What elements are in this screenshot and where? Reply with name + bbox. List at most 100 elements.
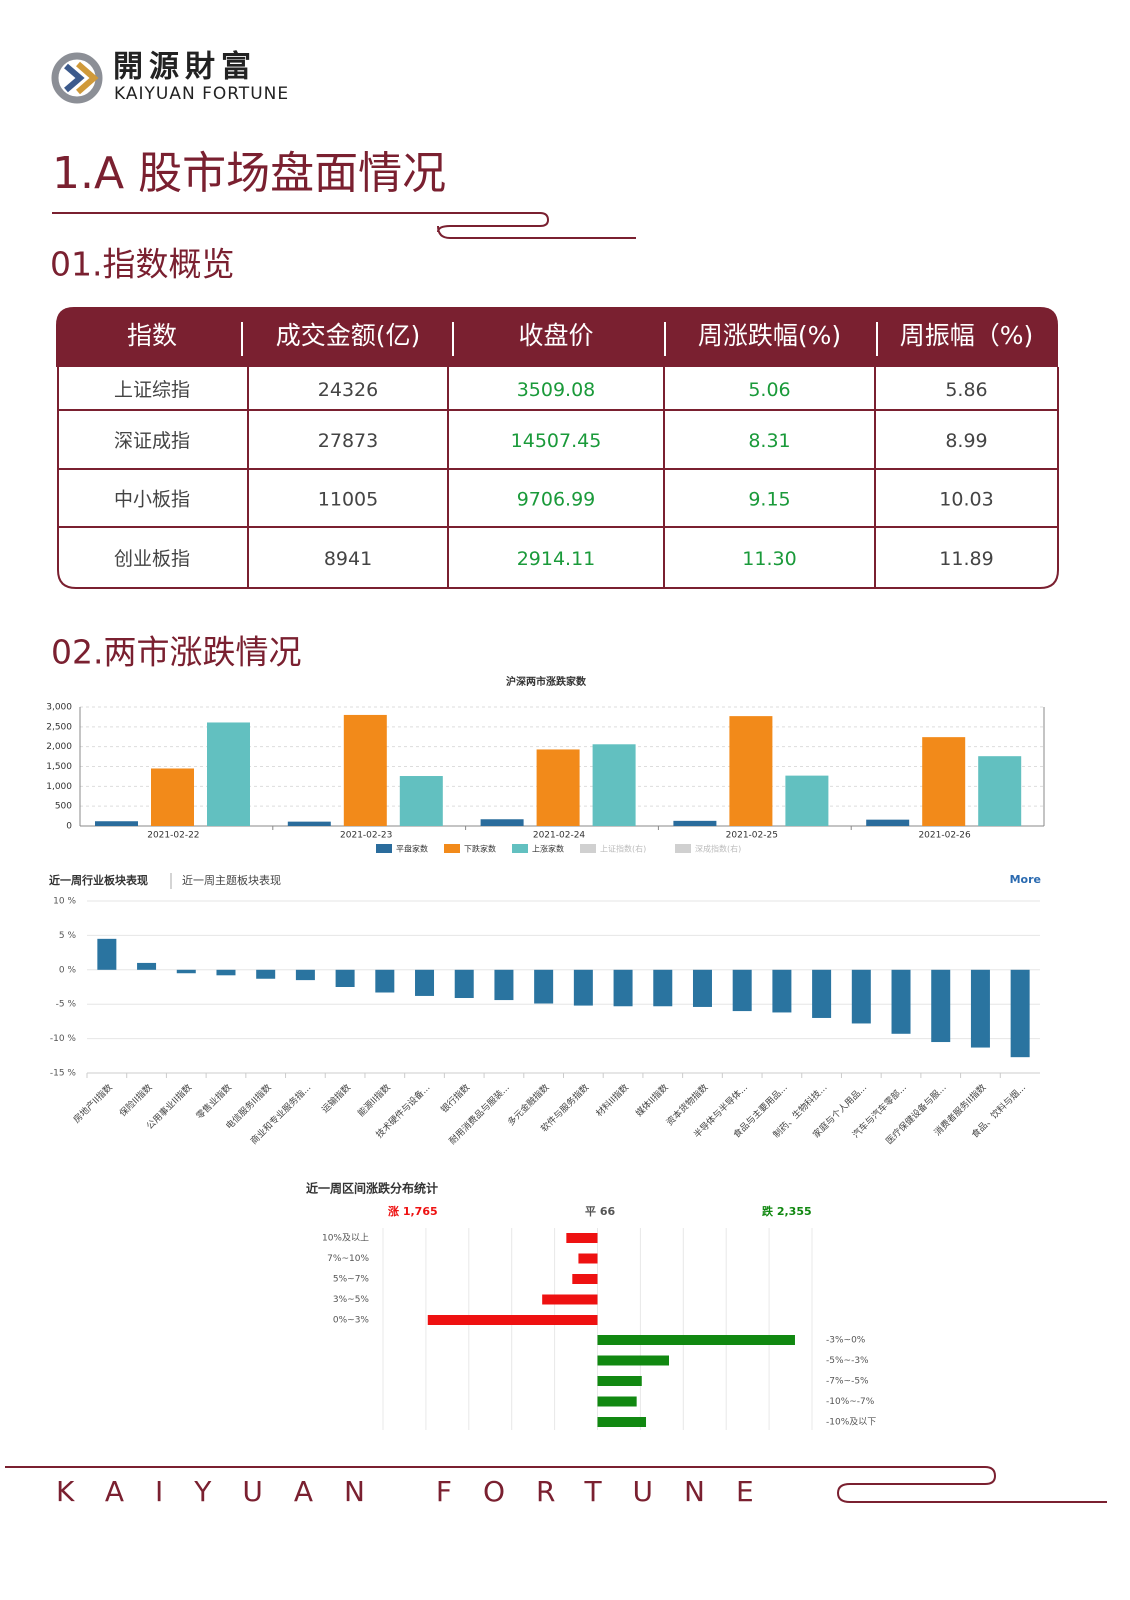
table-cell: 9.15: [748, 489, 790, 511]
bar: [732, 969, 752, 1012]
y-tick-label: 1,500: [46, 762, 72, 772]
bar: [399, 776, 443, 826]
chart-title: 近一周区间涨跌分布统计: [306, 1181, 438, 1196]
legend-label: 深成指数(右): [695, 844, 741, 854]
summary-value: 66: [600, 1205, 616, 1218]
bar: [613, 969, 633, 1007]
logo-en: KAIYUAN FORTUNE: [114, 84, 289, 104]
bar-category: -10%及以下: [826, 1417, 876, 1428]
bar-category: -5%~-3%: [826, 1356, 869, 1366]
bar: [922, 737, 966, 826]
bar: [1010, 969, 1030, 1058]
bar: [851, 969, 871, 1024]
y-tick-label: 3,000: [46, 703, 72, 713]
summary-label: 跌 2,355: [762, 1204, 812, 1218]
table-header-cell: 收盘价: [518, 321, 593, 350]
bar: [572, 1274, 598, 1284]
footer-text: KAIYUAN FORTUNE: [56, 1475, 785, 1508]
x-tick-label: 保险II指数: [117, 1081, 155, 1119]
table-cell: 24326: [318, 379, 378, 401]
legend-swatch: [675, 844, 691, 853]
bar: [137, 962, 157, 970]
bar: [256, 969, 276, 979]
table-cell: 上证综指: [114, 379, 190, 401]
tab-active[interactable]: 近一周行业板块表现: [49, 873, 148, 887]
bar: [573, 969, 593, 1006]
bar: [597, 1355, 669, 1366]
table-cell: 3509.08: [517, 379, 596, 401]
bar: [295, 969, 315, 981]
legend-label: 上涨家数: [532, 844, 564, 854]
table-cell: 中小板指: [114, 489, 190, 511]
legend-swatch: [512, 844, 528, 853]
summary-label: 平 66: [585, 1205, 615, 1218]
y-tick-label: -15 %: [50, 1069, 77, 1079]
bar: [729, 716, 773, 826]
bar: [578, 1253, 598, 1264]
bar-category: 3%~5%: [333, 1295, 370, 1305]
bar: [542, 1294, 598, 1305]
y-tick-label: 500: [55, 802, 72, 812]
table-header-cell: 成交金额(亿): [276, 321, 421, 350]
summary-value: 2,355: [777, 1205, 812, 1218]
bar: [97, 938, 117, 970]
table-header-cell: 周涨跌幅(%): [698, 321, 841, 350]
summary-name: 涨: [388, 1204, 399, 1218]
summary-name: 平: [585, 1205, 596, 1218]
bar: [216, 969, 236, 976]
bar: [343, 714, 387, 826]
legend-swatch: [376, 844, 392, 853]
logo-icon: [51, 52, 103, 104]
x-tick-label: 材料II指数: [593, 1081, 631, 1119]
bar: [415, 969, 435, 996]
y-tick-label: 1,000: [46, 782, 72, 792]
footer-decoration: [5, 1466, 1107, 1503]
tab[interactable]: 近一周主题板块表现: [182, 873, 281, 887]
table-cell: 11.89: [939, 548, 993, 570]
table-header-cell: 周振幅（%): [900, 321, 1034, 350]
legend-label: 平盘家数: [396, 844, 428, 854]
bar: [673, 820, 717, 826]
logo-cn: 開源財富: [113, 50, 257, 85]
more-link[interactable]: More: [1010, 873, 1041, 886]
subtitle: 02.两市涨跌情况: [51, 633, 301, 672]
x-tick-label: 2021-02-22: [147, 831, 199, 841]
bar-category: -3%~0%: [826, 1336, 866, 1346]
x-tick-label: 银行指数: [438, 1081, 472, 1115]
chart: 近一周行业板块表现 近一周主题板块表现 More 10 % 5 % 0 % -5 % -10 …: [49, 873, 1041, 1147]
table-cell: 27873: [318, 430, 378, 452]
title-decoration: [52, 212, 636, 239]
bar-category: -7%~-5%: [826, 1377, 869, 1387]
bar: [95, 821, 138, 826]
x-tick-label: 能源II指数: [355, 1081, 393, 1119]
bar: [597, 1396, 637, 1407]
y-tick-label: -10 %: [50, 1034, 77, 1044]
bar: [866, 819, 910, 826]
table-cell: 8941: [324, 548, 372, 570]
bar: [427, 1315, 598, 1325]
bar: [785, 775, 829, 826]
subtitle: 01.指数概览: [50, 245, 234, 284]
table-cell: 2914.11: [517, 548, 596, 570]
bar: [812, 969, 832, 1018]
y-tick-label: -5 %: [56, 1000, 77, 1010]
bar-category: -10%~-7%: [826, 1397, 875, 1407]
bar: [207, 722, 250, 826]
bar: [287, 821, 331, 826]
y-tick-label: 0: [66, 822, 72, 832]
bar: [566, 1233, 598, 1243]
bar: [151, 768, 194, 826]
x-tick-label: 房地产II指数: [71, 1081, 115, 1125]
bar: [534, 969, 554, 1004]
x-tick-label: 2021-02-23: [340, 831, 392, 841]
bar: [592, 744, 636, 826]
bar: [536, 749, 580, 826]
x-tick-label: 2021-02-25: [726, 831, 778, 841]
bar: [597, 1335, 795, 1345]
bar: [970, 969, 990, 1048]
bar: [494, 969, 514, 1001]
bar: [375, 969, 395, 993]
bar-category: 0%~3%: [333, 1316, 370, 1326]
bar: [772, 969, 792, 1013]
